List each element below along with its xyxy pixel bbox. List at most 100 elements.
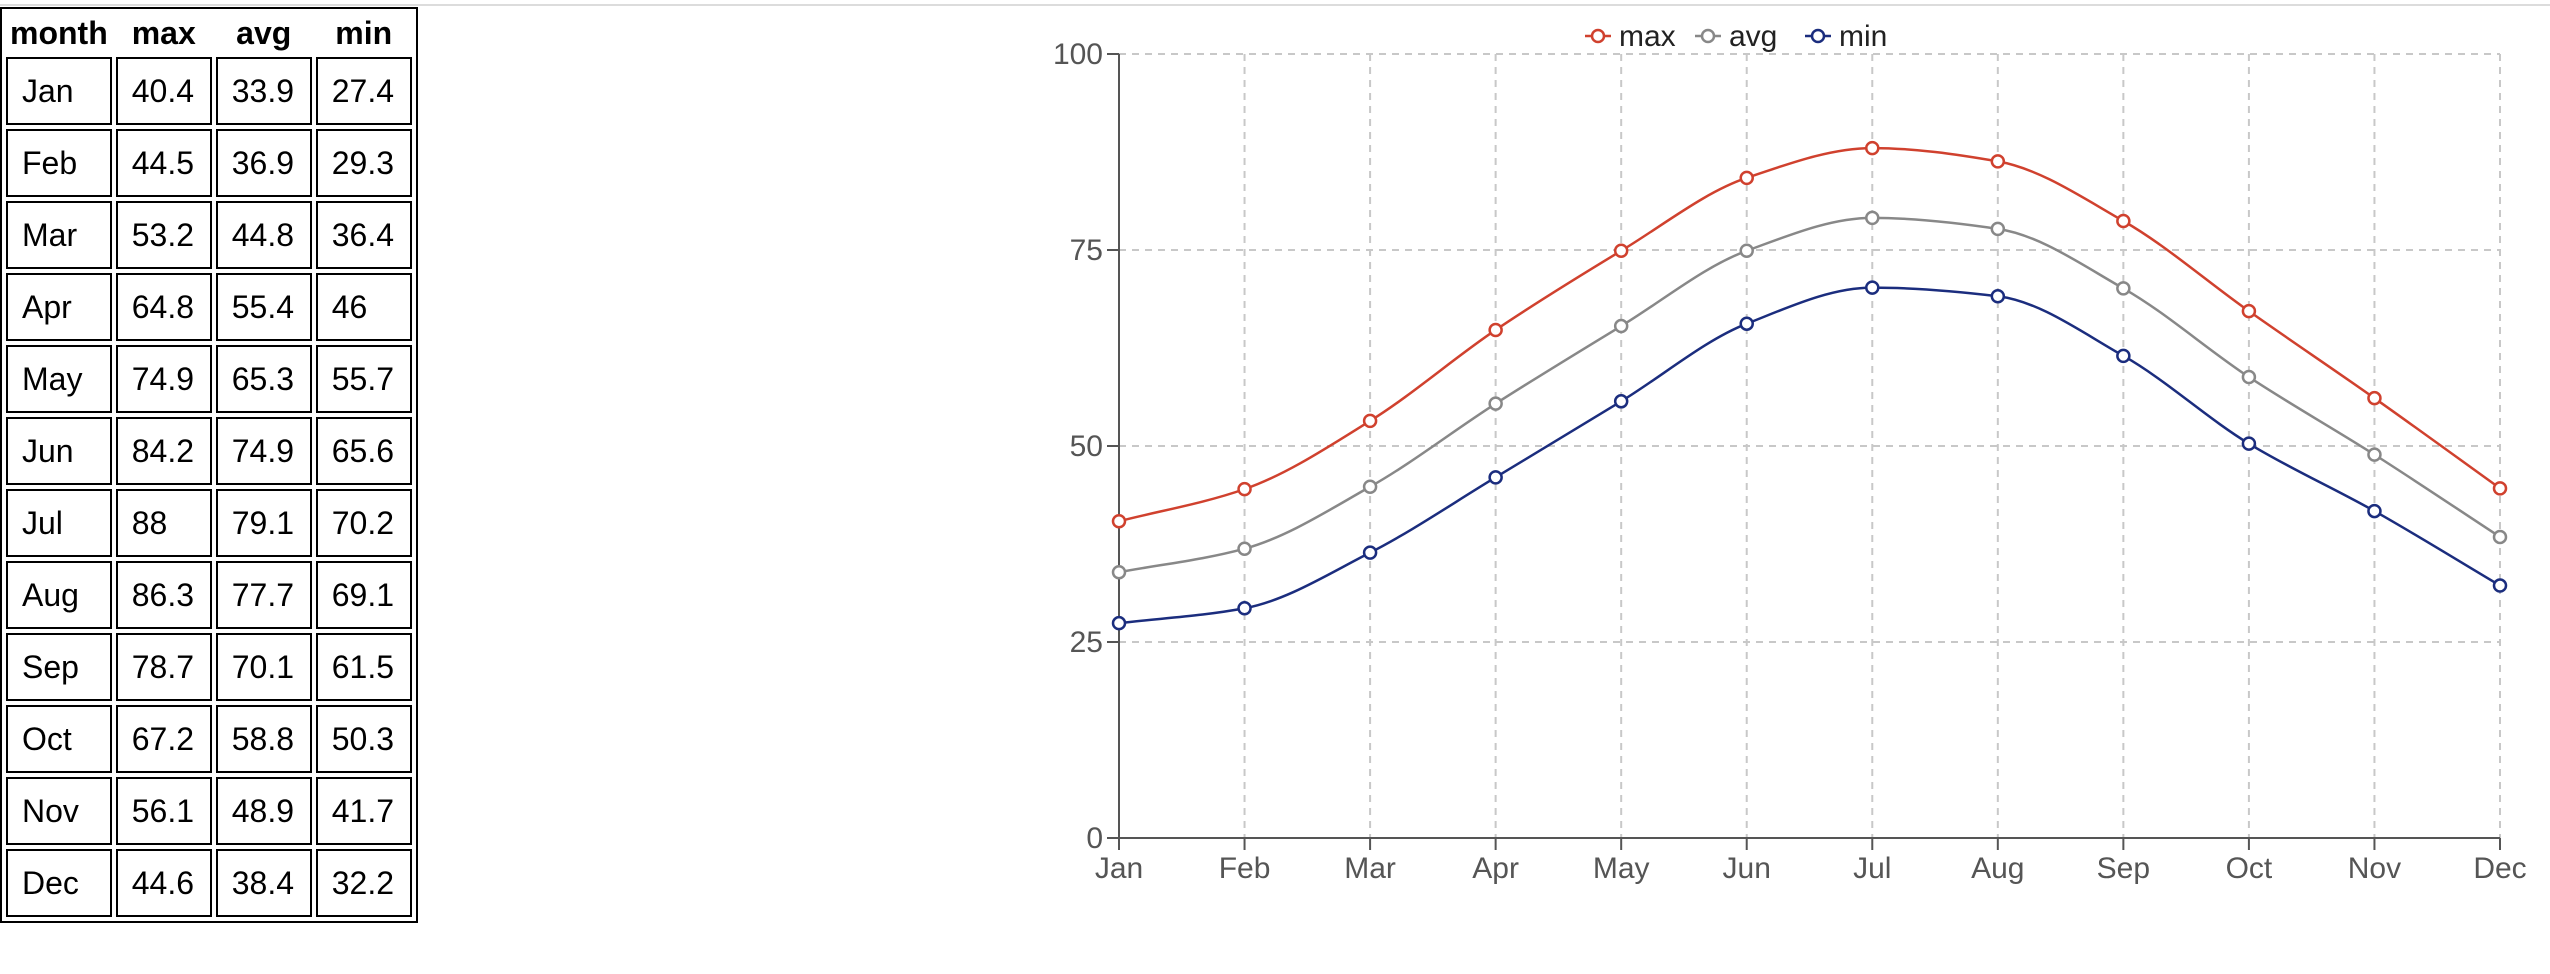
data-point-avg[interactable] — [2367, 447, 2382, 462]
data-point-avg[interactable] — [1613, 318, 1629, 334]
data-point-max[interactable] — [1990, 154, 2006, 169]
y-tick-label: 75 — [1070, 234, 1103, 267]
table-row: Nov 56.1 48.9 41.7 — [6, 777, 412, 845]
data-point-min[interactable] — [2116, 348, 2131, 364]
data-point-max[interactable] — [2367, 390, 2382, 406]
cell-min: 32.2 — [315, 849, 412, 917]
data-point-min[interactable] — [1488, 470, 1503, 485]
data-point-max[interactable] — [1739, 170, 1754, 186]
x-tick-label: Sep — [2097, 852, 2150, 885]
cell-avg: 38.4 — [215, 849, 312, 917]
legend-item-min[interactable]: min — [1805, 20, 1887, 53]
x-tick-label: Jun — [1723, 852, 1771, 885]
data-point-min[interactable] — [1990, 289, 2006, 304]
cell-min: 46 — [315, 273, 412, 341]
data-point-max[interactable] — [1362, 413, 1378, 429]
cell-month: Jun — [6, 417, 112, 485]
cell-min: 41.7 — [315, 777, 412, 845]
data-point-min[interactable] — [1111, 615, 1127, 631]
table-row: Sep 78.7 70.1 61.5 — [6, 633, 412, 701]
data-point-min[interactable] — [1237, 601, 1252, 616]
chart-legend[interactable]: max avg min — [1585, 20, 1887, 53]
legend-item-avg[interactable]: avg — [1695, 20, 1777, 53]
x-tick-label: Aug — [1971, 852, 2024, 885]
x-tick-label: Apr — [1472, 852, 1519, 885]
cell-max: 78.7 — [115, 633, 212, 701]
header-max: max — [131, 14, 196, 51]
data-point-avg[interactable] — [1237, 541, 1252, 556]
cell-month: Oct — [6, 705, 112, 773]
cell-avg: 74.9 — [215, 417, 312, 485]
y-tick-label: 0 — [1086, 822, 1103, 855]
table-row: Oct 67.2 58.8 50.3 — [6, 705, 412, 773]
table-row: Aug 86.3 77.7 69.1 — [6, 561, 412, 629]
cell-avg: 36.9 — [215, 129, 312, 197]
chart-axes: 0 25 50 75 100 Jan Feb Mar Apr May Jun Jul Aug Sep Oct… — [1053, 38, 2527, 885]
chart-grid — [1119, 53, 2501, 838]
cell-max: 56.1 — [115, 777, 212, 845]
cell-avg: 33.9 — [215, 57, 312, 125]
cell-max: 64.8 — [115, 273, 212, 341]
legend-label: min — [1839, 20, 1887, 53]
cell-avg: 48.9 — [215, 777, 312, 845]
cell-min: 27.4 — [315, 57, 412, 125]
x-tick-label: Mar — [1344, 852, 1396, 885]
data-point-max[interactable] — [1488, 322, 1503, 338]
table-header-row: month max avg min — [6, 13, 412, 53]
cell-avg: 79.1 — [215, 489, 312, 557]
cell-month: Apr — [6, 273, 112, 341]
x-tick-label: May — [1593, 852, 1650, 885]
cell-min: 36.4 — [315, 201, 412, 269]
data-point-max[interactable] — [2492, 481, 2508, 496]
cell-month: May — [6, 345, 112, 413]
data-point-avg[interactable] — [1865, 210, 1880, 226]
data-point-max[interactable] — [2241, 303, 2257, 319]
cell-max: 44.6 — [115, 849, 212, 917]
cell-max: 53.2 — [115, 201, 212, 269]
table-row: Jul 88 79.1 70.2 — [6, 489, 412, 557]
data-point-min[interactable] — [1613, 394, 1629, 409]
x-tick-label: Nov — [2348, 852, 2401, 885]
data-point-min[interactable] — [2367, 503, 2382, 519]
cell-avg: 77.7 — [215, 561, 312, 629]
cell-max: 74.9 — [115, 345, 212, 413]
top-divider — [0, 4, 2550, 6]
data-point-min[interactable] — [2241, 436, 2257, 451]
cell-avg: 58.8 — [215, 705, 312, 773]
cell-min: 55.7 — [315, 345, 412, 413]
data-point-avg[interactable] — [1739, 243, 1754, 259]
data-point-max[interactable] — [1613, 243, 1629, 259]
cell-month: Mar — [6, 201, 112, 269]
cell-min: 29.3 — [315, 129, 412, 197]
data-point-max[interactable] — [1237, 481, 1252, 497]
legend-swatch-marker — [1700, 28, 1716, 44]
data-point-min[interactable] — [1739, 316, 1754, 331]
data-point-min[interactable] — [2492, 578, 2508, 593]
data-point-max[interactable] — [1111, 514, 1127, 529]
data-point-avg[interactable] — [1362, 479, 1378, 495]
legend-item-max[interactable]: max — [1585, 20, 1676, 53]
cell-month: Jul — [6, 489, 112, 557]
data-point-min[interactable] — [1865, 280, 1880, 295]
series-line-avg — [1118, 216, 2501, 574]
cell-month: Nov — [6, 777, 112, 845]
table-row: Feb 44.5 36.9 29.3 — [6, 129, 412, 197]
cell-max: 67.2 — [115, 705, 212, 773]
data-point-max[interactable] — [2116, 213, 2131, 229]
cell-month: Aug — [6, 561, 112, 629]
cell-month: Dec — [6, 849, 112, 917]
data-point-avg[interactable] — [2241, 369, 2257, 385]
x-tick-label: Feb — [1219, 852, 1271, 885]
y-tick-label: 100 — [1053, 38, 1103, 71]
data-point-min[interactable] — [1362, 545, 1378, 560]
x-tick-label: Jul — [1853, 852, 1891, 885]
legend-swatch-marker — [1810, 28, 1826, 44]
cell-month: Jan — [6, 57, 112, 125]
data-point-avg[interactable] — [2116, 281, 2131, 296]
legend-label: avg — [1729, 20, 1777, 53]
data-point-avg[interactable] — [2492, 529, 2508, 545]
data-point-avg[interactable] — [1990, 221, 2006, 237]
data-point-max[interactable] — [1865, 140, 1880, 156]
data-point-avg[interactable] — [1488, 396, 1503, 411]
data-point-avg[interactable] — [1111, 564, 1127, 580]
